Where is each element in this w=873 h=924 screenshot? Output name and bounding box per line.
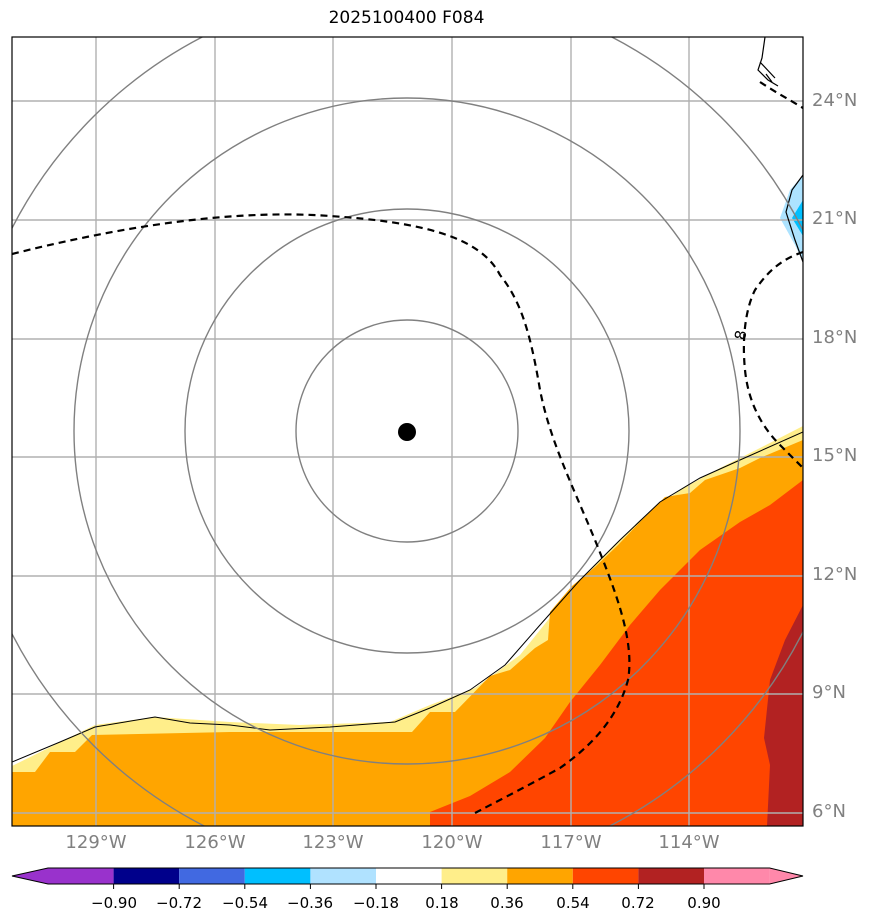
lon-label-129w: 129°W	[65, 832, 127, 853]
coastline-north	[757, 37, 803, 263]
colorbar-tick: −0.18	[353, 894, 399, 912]
lat-label-18n: 18°N	[812, 327, 858, 348]
colorbar-tick: −0.72	[156, 894, 202, 912]
storm-center-marker	[398, 423, 416, 441]
lon-label-126w: 126°W	[184, 832, 246, 853]
fill-band-0.72	[764, 605, 803, 826]
colorbar-tick: 0.18	[425, 894, 459, 912]
lat-label-12n: 12°N	[812, 564, 858, 585]
map-frame	[11, 36, 804, 827]
lon-label-117w: 117°W	[540, 832, 602, 853]
colorbar-extend-high	[769, 868, 803, 884]
lon-label-114w: 114°W	[658, 832, 720, 853]
colorbar-tick: 0.72	[621, 894, 655, 912]
colorbar-tick: −0.36	[287, 894, 333, 912]
colorbar-tick: −0.90	[91, 894, 137, 912]
lon-label-123w: 123°W	[302, 832, 364, 853]
lat-label-6n: 6°N	[812, 801, 846, 822]
lat-label-21n: 21°N	[812, 208, 858, 229]
lon-label-120w: 120°W	[421, 832, 483, 853]
lat-label-9n: 9°N	[812, 682, 846, 703]
colorbar	[11, 867, 804, 889]
lat-label-15n: 15°N	[812, 445, 858, 466]
distance-rings	[12, 37, 803, 826]
dashed-contours	[12, 81, 803, 814]
colorbar-tick: 0.36	[490, 894, 524, 912]
graticule	[12, 37, 803, 826]
fill-band-0.54	[430, 480, 803, 826]
colorbar-tick: 0.90	[687, 894, 721, 912]
colorbar-extend-low	[12, 868, 48, 884]
fill-band-negative-light	[780, 175, 803, 262]
fill-band-negative-blue	[792, 200, 803, 236]
lat-label-24n: 24°N	[812, 90, 858, 111]
coastline	[12, 431, 803, 763]
colorbar-tick: −0.54	[222, 894, 268, 912]
colorbar-tick: 0.54	[556, 894, 590, 912]
map-title: 2025100400 F084	[328, 8, 485, 28]
